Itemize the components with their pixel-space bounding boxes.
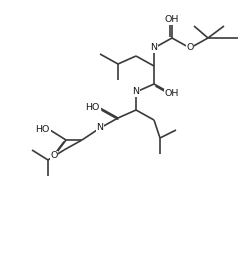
Text: N: N <box>133 87 140 96</box>
Text: N: N <box>97 124 104 133</box>
Text: OH: OH <box>165 89 179 98</box>
Text: HO: HO <box>86 104 100 113</box>
Text: O: O <box>50 151 58 161</box>
Text: OH: OH <box>165 15 179 24</box>
Text: O: O <box>186 43 194 52</box>
Text: N: N <box>150 43 158 52</box>
Text: HO: HO <box>36 125 50 134</box>
